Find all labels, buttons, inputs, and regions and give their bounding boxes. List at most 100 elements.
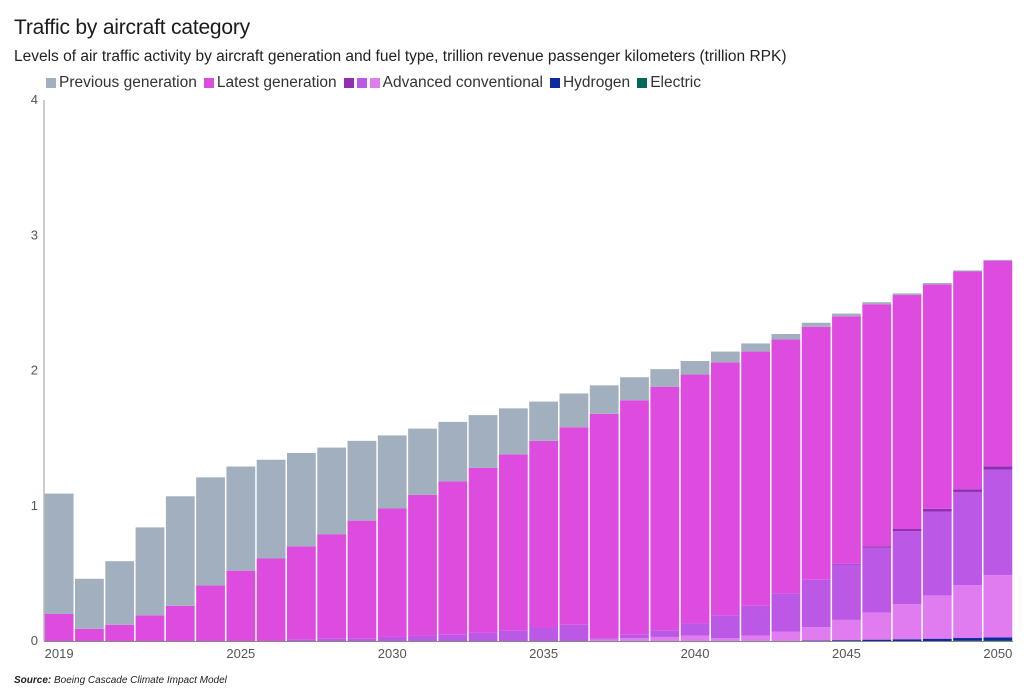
bar-2038-advanced-conventional-light-	[620, 638, 649, 641]
chart-source: Source: Boeing Cascade Climate Impact Mo…	[14, 675, 227, 686]
bar-2046-latest-generation	[862, 304, 892, 547]
bar-2019-latest-generation	[44, 613, 74, 641]
bar-2049-advanced-conventional-medium-	[953, 491, 982, 586]
bar-2020-previous-generation	[75, 578, 104, 629]
chart-subtitle: Levels of air traffic activity by aircra…	[14, 48, 787, 65]
legend-label: Electric	[650, 74, 702, 91]
legend-item-latest-generation: Latest generation	[203, 74, 337, 92]
legend-item-electric: Electric	[637, 74, 701, 92]
bar-2033-previous-generation	[468, 415, 498, 468]
y-tick-label: 0	[31, 633, 38, 648]
bar-2036-previous-generation	[559, 393, 589, 428]
bar-2048-latest-generation	[922, 284, 952, 509]
bar-2049-advanced-conventional-light-	[953, 585, 982, 639]
x-tick-label: 2050	[983, 646, 1012, 661]
legend-swatch	[343, 78, 354, 88]
bar-2046-previous-generation	[862, 302, 892, 305]
x-tick-label: 2019	[45, 646, 74, 661]
bar-2037-advanced-conventional-medium-	[589, 638, 619, 640]
bar-2035-latest-generation	[529, 440, 559, 628]
bar-2028-latest-generation	[317, 534, 347, 639]
legend-swatch	[203, 78, 214, 88]
bar-2037-latest-generation	[589, 413, 619, 639]
bar-2046-advanced-conventional-medium-	[862, 547, 892, 613]
bar-2045-advanced-conventional-medium-	[832, 564, 861, 620]
bar-2039-advanced-conventional-medium-	[650, 630, 680, 637]
bar-2024-latest-generation	[196, 585, 225, 641]
bar-2045-previous-generation	[832, 313, 861, 317]
legend-label: Advanced conventional	[382, 74, 543, 91]
x-tick-label: 2035	[529, 646, 558, 661]
bar-2041-advanced-conventional-medium-	[710, 615, 740, 639]
bar-2027-advanced-conventional-medium-	[287, 639, 316, 641]
bar-2040-advanced-conventional-light-	[680, 635, 710, 641]
bar-2028-advanced-conventional-medium-	[317, 638, 347, 641]
bar-2034-latest-generation	[498, 454, 528, 631]
bar-2046-hydrogen	[862, 639, 892, 641]
bar-2037-previous-generation	[589, 385, 619, 414]
bar-2033-latest-generation	[468, 467, 498, 633]
bar-2031-latest-generation	[408, 494, 437, 636]
bar-2048-advanced-conventional-light-	[922, 595, 952, 639]
bar-2040-latest-generation	[680, 374, 710, 624]
bar-2033-advanced-conventional-medium-	[468, 632, 498, 641]
y-tick-label: 4	[31, 92, 38, 107]
y-tick-label: 1	[31, 498, 38, 513]
bar-2045-hydrogen	[832, 640, 861, 641]
bar-2050-advanced-conventional-medium-	[983, 469, 1013, 576]
bar-2043-previous-generation	[771, 333, 801, 340]
bar-2050-latest-generation	[983, 260, 1013, 467]
legend-label: Previous generation	[59, 74, 197, 91]
bar-2047-latest-generation	[892, 295, 922, 530]
bar-2048-hydrogen	[922, 638, 952, 641]
bar-2024-previous-generation	[196, 477, 225, 586]
legend-item-hydrogen: Hydrogen	[549, 74, 630, 92]
legend-swatch	[356, 78, 367, 88]
bar-2042-advanced-conventional-light-	[741, 635, 770, 641]
bar-2047-advanced-conventional-dark-	[892, 529, 922, 532]
bar-2043-latest-generation	[771, 339, 801, 594]
bar-2050-electric	[983, 640, 1013, 641]
y-tick-label: 2	[31, 363, 38, 378]
chart-title: Traffic by aircraft category	[14, 16, 250, 39]
bar-2045-advanced-conventional-dark-	[832, 563, 861, 565]
bar-2020-latest-generation	[75, 628, 104, 641]
bar-2035-previous-generation	[529, 401, 559, 441]
bar-2026-latest-generation	[256, 558, 286, 641]
bar-2034-previous-generation	[498, 408, 528, 455]
bar-2032-previous-generation	[438, 421, 468, 482]
legend-item-advanced-conventional: Advanced conventional	[343, 74, 543, 92]
bar-2047-previous-generation	[892, 293, 922, 296]
bar-2044-advanced-conventional-medium-	[801, 579, 831, 628]
bar-2039-latest-generation	[650, 386, 680, 631]
bar-2047-advanced-conventional-medium-	[892, 531, 922, 605]
bar-2027-previous-generation	[287, 453, 316, 547]
y-tick-label: 3	[31, 227, 38, 242]
bar-2048-advanced-conventional-medium-	[922, 511, 952, 596]
bar-2050-hydrogen	[983, 637, 1013, 641]
x-tick-label: 2025	[226, 646, 255, 661]
bar-2039-advanced-conventional-light-	[650, 636, 680, 641]
bar-2031-previous-generation	[408, 428, 437, 495]
chart-legend: Previous generation Latest generation Adva…	[46, 74, 708, 92]
bar-2034-advanced-conventional-medium-	[498, 630, 528, 641]
bar-2050-advanced-conventional-dark-	[983, 466, 1013, 470]
x-tick-label: 2045	[832, 646, 861, 661]
bar-2040-previous-generation	[680, 361, 710, 375]
bar-2023-latest-generation	[165, 605, 195, 641]
bar-2049-hydrogen	[953, 638, 982, 641]
bar-2041-advanced-conventional-light-	[710, 638, 740, 641]
bar-2042-latest-generation	[741, 351, 770, 606]
bar-2042-advanced-conventional-medium-	[741, 605, 770, 636]
bar-2036-advanced-conventional-medium-	[559, 624, 589, 641]
bar-2042-previous-generation	[741, 343, 770, 352]
bar-2029-latest-generation	[347, 520, 377, 639]
bar-2048-advanced-conventional-dark-	[922, 508, 952, 512]
x-tick-label: 2040	[681, 646, 710, 661]
bar-2025-previous-generation	[226, 466, 256, 571]
bar-2046-advanced-conventional-dark-	[862, 546, 892, 548]
bar-2027-latest-generation	[287, 546, 316, 640]
bar-2049-advanced-conventional-dark-	[953, 489, 982, 492]
bar-2029-advanced-conventional-medium-	[347, 638, 377, 641]
